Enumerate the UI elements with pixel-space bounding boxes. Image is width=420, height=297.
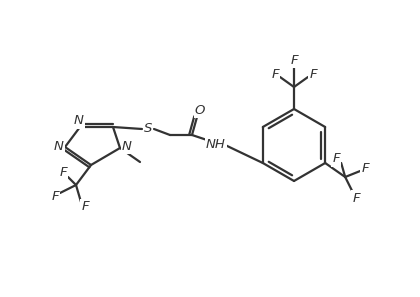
Text: O: O [195, 103, 205, 116]
Text: N: N [122, 140, 132, 152]
Text: S: S [144, 121, 152, 135]
Text: F: F [81, 200, 89, 214]
Text: F: F [352, 192, 360, 205]
Text: F: F [271, 67, 279, 80]
Text: N: N [54, 140, 64, 152]
Text: F: F [59, 165, 67, 178]
Text: F: F [51, 190, 59, 203]
Text: F: F [361, 162, 369, 176]
Text: F: F [290, 53, 298, 67]
Text: NH: NH [206, 138, 226, 151]
Text: F: F [332, 152, 340, 165]
Text: F: F [309, 67, 317, 80]
Text: N: N [74, 115, 84, 127]
